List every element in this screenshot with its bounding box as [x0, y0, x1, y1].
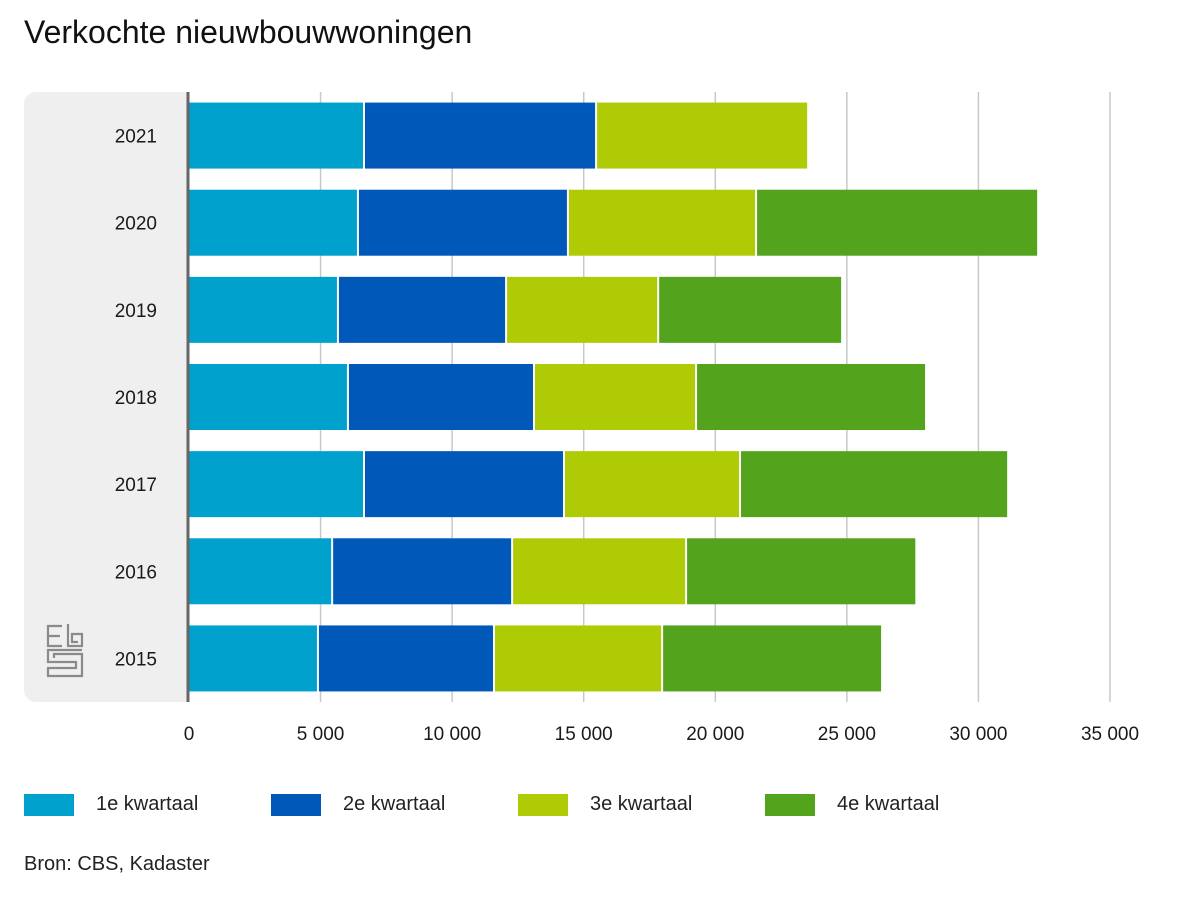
bar-segment-2018-q1 [189, 364, 347, 430]
bar-segment-2020-q1 [189, 189, 357, 256]
cbs-logo-icon [46, 624, 84, 678]
bar-segment-2016-q1 [189, 538, 332, 605]
bar-segment-2020-q2 [358, 189, 567, 256]
legend-label: 3e kwartaal [590, 793, 693, 815]
bar-segment-2016-q4 [687, 538, 916, 605]
legend-swatch [518, 793, 568, 816]
source-note: Bron: CBS, Kadaster [24, 853, 210, 875]
bar-segment-2020-q3 [568, 189, 756, 256]
y-tick-label: 2018 [115, 388, 157, 409]
legend-swatch [765, 793, 815, 816]
x-tick-label: 15 000 [555, 724, 613, 745]
bar-segment-2019-q4 [659, 276, 842, 343]
legend-item-q2: 2e kwartaal [271, 793, 518, 816]
bar-segment-2015-q4 [663, 625, 882, 692]
bar-segment-2020-q4 [757, 189, 1038, 256]
y-tick-label: 2021 [115, 127, 157, 148]
bar-segment-2018-q2 [348, 364, 533, 430]
x-tick-label: 10 000 [423, 724, 481, 745]
x-tick-label: 20 000 [686, 724, 744, 745]
bar-segment-2018-q4 [697, 364, 926, 430]
legend-label: 2e kwartaal [343, 793, 446, 815]
legend-item-q4: 4e kwartaal [765, 793, 1012, 816]
y-tick-label: 2015 [115, 649, 157, 670]
x-tick-label: 0 [184, 724, 195, 745]
bar-segment-2019-q3 [507, 276, 658, 343]
legend-label: 1e kwartaal [96, 793, 199, 815]
legend-item-q3: 3e kwartaal [518, 793, 765, 816]
x-tick-label: 25 000 [818, 724, 876, 745]
y-tick-label: 2020 [115, 214, 157, 235]
y-tick-label: 2016 [115, 562, 157, 583]
bar-segment-2015-q1 [189, 625, 317, 692]
legend-swatch [24, 793, 74, 816]
legend-label: 4e kwartaal [837, 793, 940, 815]
chart-title: Verkochte nieuwbouwwoningen [24, 14, 473, 50]
legend: 1e kwartaal 2e kwartaal 3e kwartaal 4e kwar… [24, 793, 1012, 816]
category-label-panel [24, 92, 188, 702]
bar-segment-2017-q1 [189, 451, 363, 518]
bar-segment-2019-q1 [189, 276, 337, 343]
x-tick-label: 35 000 [1081, 724, 1139, 745]
bar-segment-2021-q2 [364, 102, 596, 169]
y-tick-label: 2019 [115, 301, 157, 322]
legend-item-q1: 1e kwartaal [24, 793, 271, 816]
bar-segment-2016-q2 [333, 538, 512, 605]
legend-swatch [271, 793, 321, 816]
bar-segment-2016-q3 [513, 538, 686, 605]
bar-segment-2018-q3 [534, 364, 696, 430]
y-tick-label: 2017 [115, 475, 157, 496]
bar-segment-2019-q2 [338, 276, 506, 343]
bar-segment-2017-q2 [364, 451, 563, 518]
x-tick-label: 5 000 [297, 724, 345, 745]
bar-segment-2021-q3 [597, 102, 808, 169]
bar-segment-2015-q3 [494, 625, 662, 692]
x-tick-label: 30 000 [949, 724, 1007, 745]
bar-segment-2017-q3 [564, 451, 740, 518]
bar-segment-2017-q4 [741, 451, 1008, 518]
bar-segment-2015-q2 [318, 625, 493, 692]
stacked-bar-chart: 2021 2020 2019 2018 2017 2016 2015 0 5 000 10 000… [115, 92, 1139, 745]
bar-segment-2021-q1 [189, 102, 363, 169]
